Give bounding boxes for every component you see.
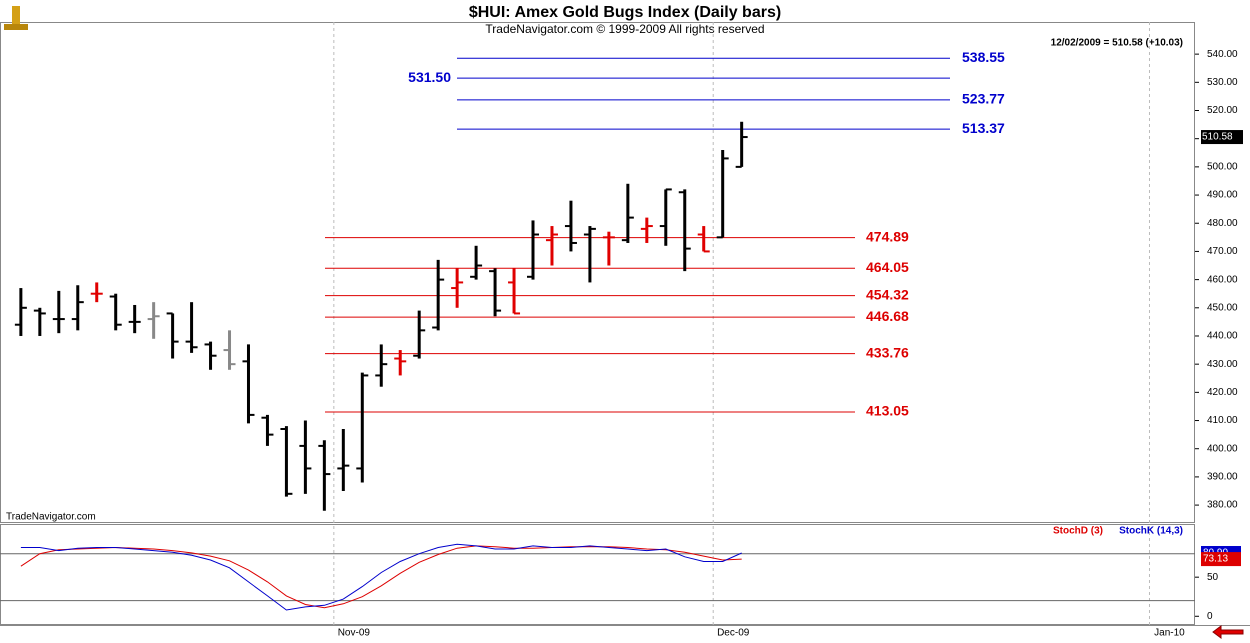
level-label: 454.32 [866, 286, 909, 302]
ohlc-bar [166, 312, 179, 359]
ohlc-bar [621, 183, 634, 243]
ohlc-bar [147, 302, 160, 339]
legend-entry: StochD (3) [1053, 526, 1103, 537]
y-tick-label: 520.00 [1207, 105, 1238, 116]
chart-title: $HUI: Amex Gold Bugs Index (Daily bars) [469, 4, 781, 21]
logo [4, 6, 28, 30]
x-tick-label: Jan-10 [1154, 628, 1185, 639]
ohlc-bar [394, 350, 407, 376]
y-tick-label: 410.00 [1207, 415, 1238, 426]
y-tick-label: 470.00 [1207, 246, 1238, 257]
ohlc-bar [527, 220, 540, 280]
y-tick-label: 390.00 [1207, 472, 1238, 483]
ohlc-bar [375, 344, 388, 387]
price-panel [0, 22, 1195, 523]
y-tick-label: 480.00 [1207, 218, 1238, 229]
ohlc-bar [640, 217, 653, 243]
ohlc-bar [735, 121, 748, 168]
y-tick-label: 450.00 [1207, 302, 1238, 313]
level-label: 474.89 [866, 228, 909, 244]
x-tick-label: Nov-09 [338, 628, 371, 639]
ohlc-bar [33, 307, 46, 336]
y-tick-label: 0 [1207, 611, 1213, 622]
ohlc-bar [109, 293, 122, 331]
ohlc-bar [204, 341, 217, 370]
ohlc-bar [242, 344, 255, 424]
ohlc-bar [508, 268, 521, 315]
level-label: 538.55 [962, 49, 1005, 65]
watermark: TradeNavigator.com [6, 512, 96, 523]
ohlc-bar [280, 426, 293, 497]
ohlc-bar [261, 414, 274, 446]
value-label: 73.13 [1203, 554, 1228, 565]
level-label: 531.50 [408, 69, 451, 85]
ohlc-bar [451, 268, 464, 308]
ohlc-bar [318, 440, 331, 511]
ohlc-bar [185, 302, 198, 353]
ohlc-bar [223, 330, 236, 370]
ohlc-bar [90, 282, 103, 303]
y-tick-label: 500.00 [1207, 162, 1238, 173]
y-tick-label: 420.00 [1207, 387, 1238, 398]
ohlc-bar [413, 310, 426, 359]
value-box [1201, 552, 1241, 567]
y-tick-label: 430.00 [1207, 359, 1238, 370]
level-label: 433.76 [866, 344, 909, 360]
stoch-panel [0, 524, 1195, 625]
level-label: 446.68 [866, 308, 909, 324]
y-tick-label: 460.00 [1207, 274, 1238, 285]
last-price-label: 510.58 [1202, 132, 1233, 143]
ohlc-bar [71, 285, 84, 331]
ohlc-bar [489, 268, 502, 317]
ohlc-bar [128, 304, 141, 334]
annotation: 12/02/2009 = 510.58 (+10.03) [1051, 38, 1183, 49]
x-tick-label: Dec-09 [717, 628, 750, 639]
y-tick-label: 400.00 [1207, 443, 1238, 454]
level-label: 464.05 [866, 259, 909, 275]
ohlc-bar [337, 428, 350, 491]
ohlc-bar [602, 231, 615, 266]
y-tick-label: 490.00 [1207, 190, 1238, 201]
scroll-arrow[interactable] [1212, 625, 1244, 639]
y-tick-label: 440.00 [1207, 331, 1238, 342]
stoch-line [20, 545, 742, 609]
level-label: 523.77 [962, 91, 1005, 107]
last-price-box [1201, 130, 1243, 145]
level-label: 413.05 [866, 403, 909, 419]
stoch-line [20, 543, 742, 611]
legend-entry: StochK (14,3) [1119, 526, 1183, 537]
level-label: 513.37 [962, 120, 1005, 136]
ohlc-bar [564, 200, 577, 252]
y-tick-label: 530.00 [1207, 77, 1238, 88]
ohlc-bar [14, 288, 27, 336]
ohlc-bar [697, 226, 710, 253]
ohlc-bar [545, 226, 558, 266]
ohlc-bar [52, 290, 65, 334]
ohlc-bar [356, 372, 369, 483]
y-tick-label: 50 [1207, 572, 1219, 583]
ohlc-bar [659, 188, 672, 246]
chart-subtitle: TradeNavigator.com © 1999-2009 All right… [485, 22, 764, 36]
ohlc-bar [716, 149, 729, 239]
y-tick-label: 540.00 [1207, 49, 1238, 60]
ohlc-bar [470, 245, 483, 280]
ohlc-bar [583, 226, 596, 283]
y-tick-label: 380.00 [1207, 500, 1238, 511]
ohlc-bar [299, 420, 312, 494]
ohlc-bar [432, 259, 445, 331]
ohlc-bar [678, 189, 691, 272]
